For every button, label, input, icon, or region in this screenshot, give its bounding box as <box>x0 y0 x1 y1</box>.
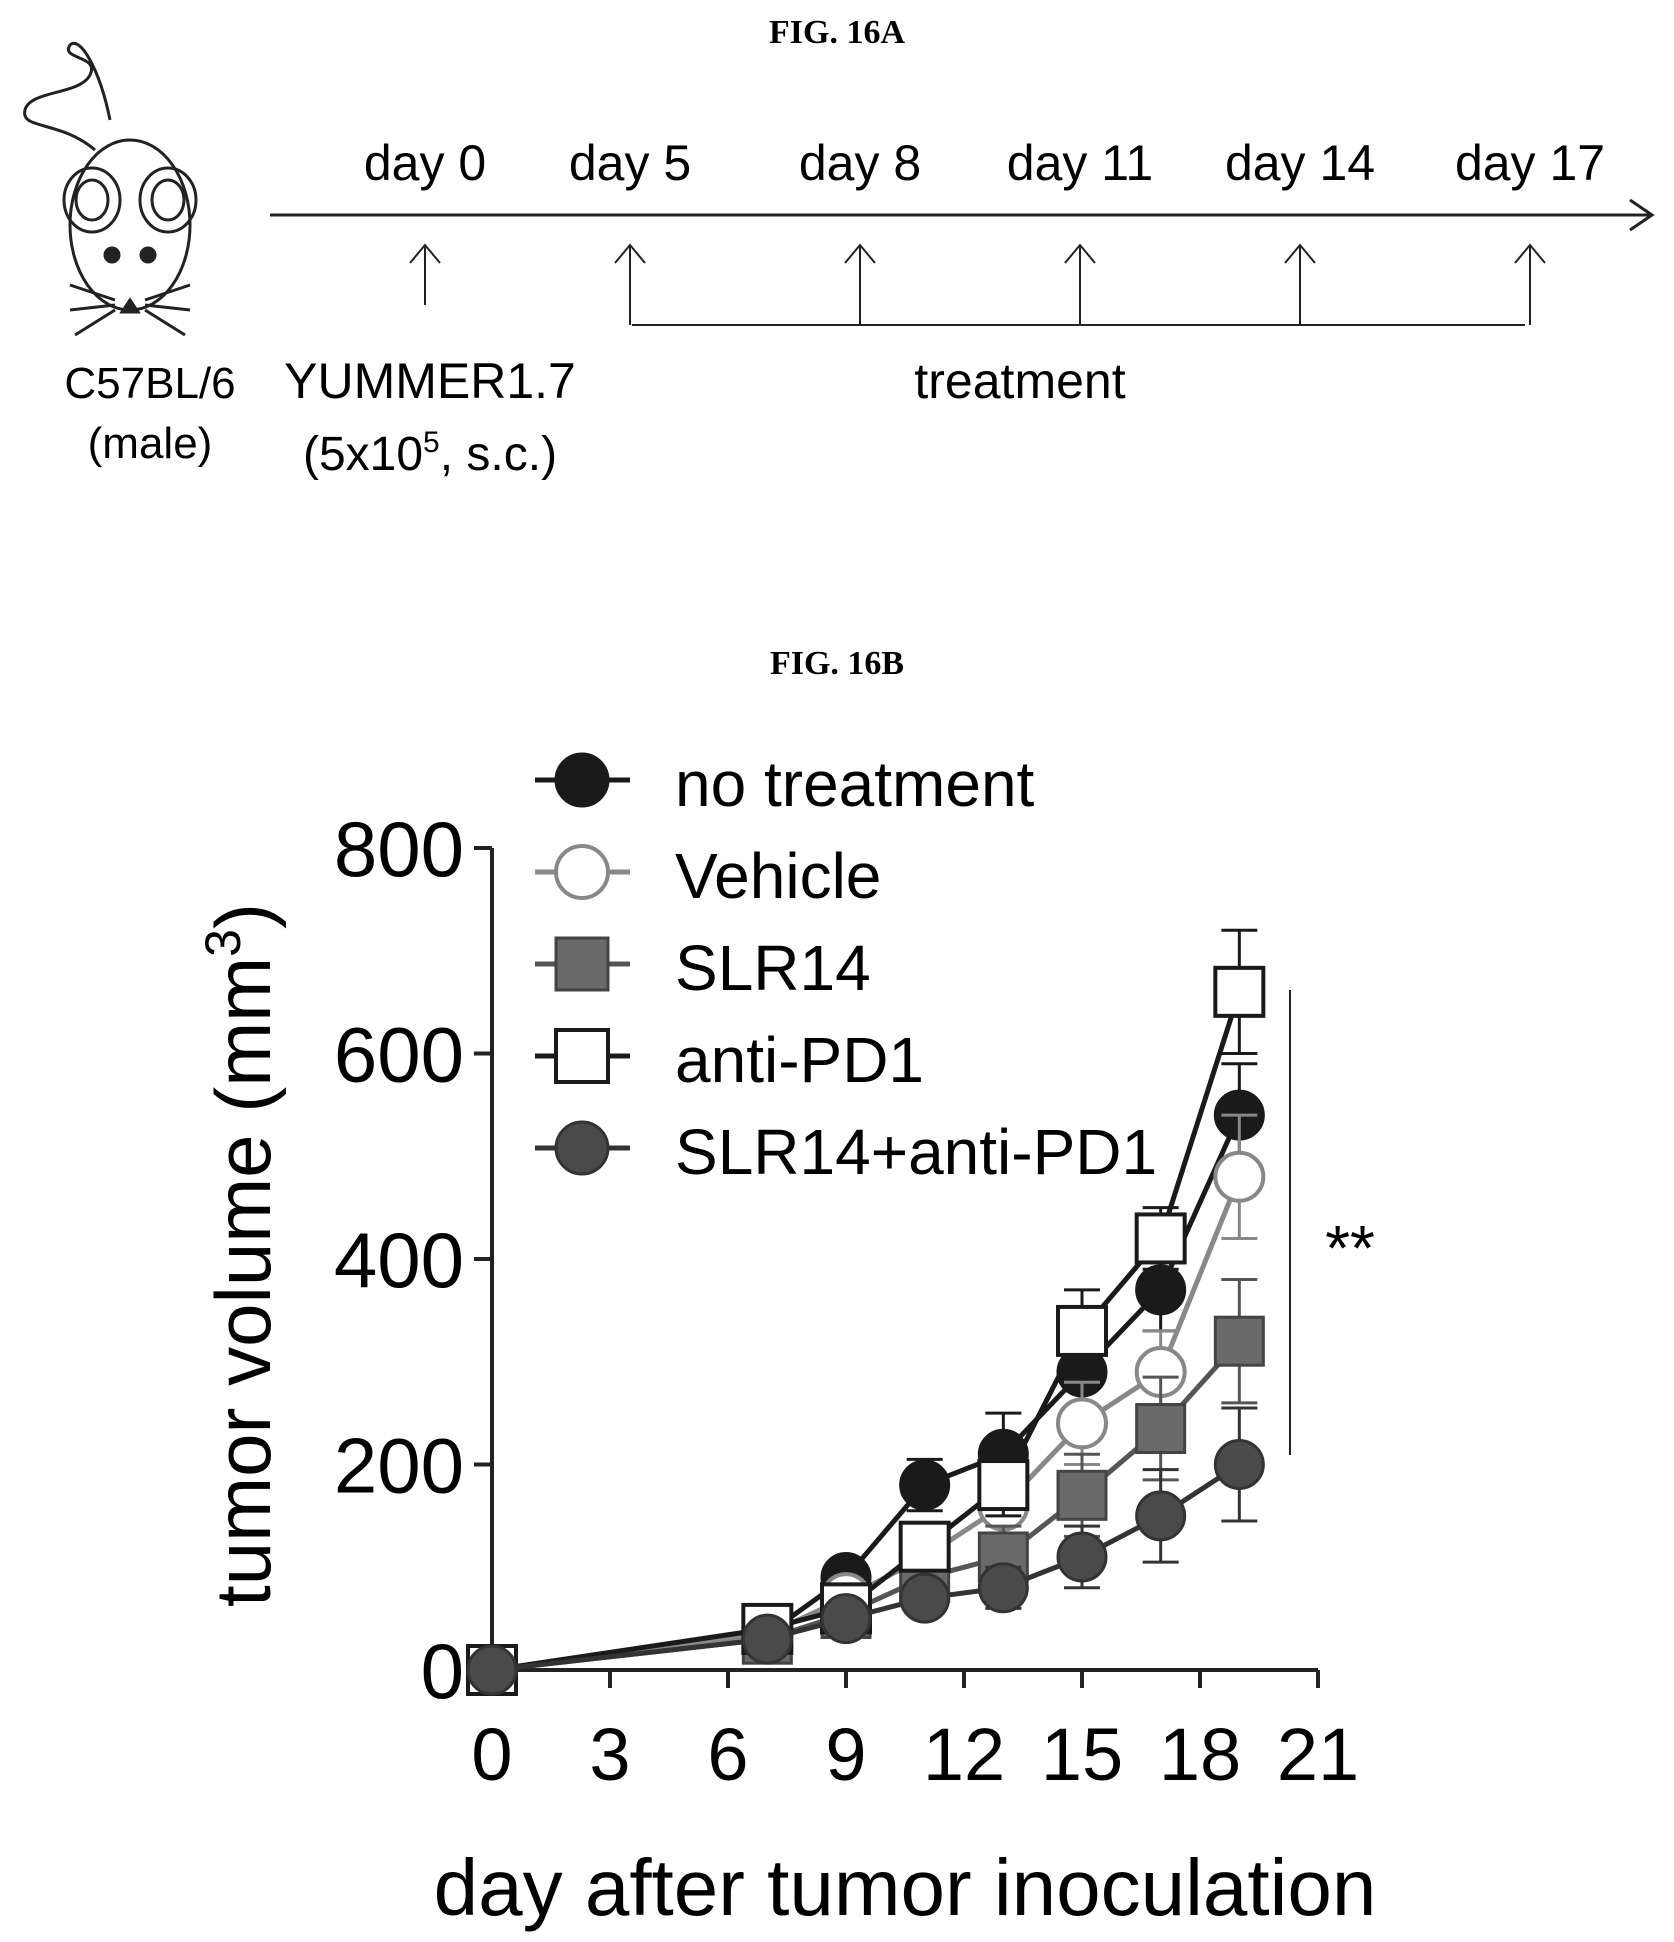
y-tick-label: 600 <box>334 1011 464 1099</box>
day-label: day 17 <box>1455 135 1605 191</box>
legend-label: Vehicle <box>675 840 881 912</box>
legend-label: SLR14 <box>675 932 871 1004</box>
y-tick-label: 200 <box>334 1422 464 1510</box>
data-point <box>1056 1531 1108 1583</box>
day-arrow-head <box>1284 243 1316 264</box>
data-point <box>1213 1439 1265 1490</box>
legend-marker <box>554 1120 610 1176</box>
treatment-label: treatment <box>914 353 1125 409</box>
data-point <box>466 1644 518 1696</box>
legend-item: Vehicle <box>535 840 881 912</box>
fig-b-title: FIG. 16B <box>769 645 905 682</box>
x-tick-label: 0 <box>471 1713 512 1796</box>
y-axis-label: tumor volume (mm3) <box>195 903 287 1607</box>
legend-item: no treatment <box>535 748 1035 820</box>
data-point <box>1056 1397 1108 1450</box>
y-tick-label: 800 <box>334 805 464 893</box>
legend-label: no treatment <box>675 748 1035 820</box>
day-label: day 5 <box>569 135 691 191</box>
day-arrow-head <box>1514 243 1546 264</box>
cell-dose-label: (5x105, s.c.) <box>303 426 557 481</box>
data-point <box>977 1562 1029 1614</box>
data-point <box>1213 1315 1265 1367</box>
legend-label: SLR14+anti-PD1 <box>675 1116 1157 1188</box>
legend-item: SLR14+anti-PD1 <box>535 1116 1157 1188</box>
x-tick-label: 21 <box>1277 1713 1359 1796</box>
data-point <box>1213 1150 1266 1203</box>
legend-item: SLR14 <box>535 932 871 1004</box>
data-point <box>1213 965 1266 1018</box>
legend-marker <box>554 752 610 808</box>
mouse-sex-label: (male) <box>88 419 213 468</box>
data-point <box>977 1459 1030 1512</box>
day-arrow-head <box>614 243 646 264</box>
significance-label: ** <box>1325 1212 1375 1284</box>
day-arrow-head <box>844 243 876 264</box>
data-point <box>1135 1264 1187 1316</box>
data-point <box>1056 1469 1108 1521</box>
legend-marker <box>554 936 610 992</box>
data-point <box>820 1593 872 1645</box>
data-point <box>1134 1212 1187 1265</box>
y-tick-label: 400 <box>334 1216 464 1304</box>
mouse-icon <box>23 41 198 337</box>
legend-marker <box>554 1028 610 1084</box>
day-arrow-head <box>1064 243 1096 264</box>
x-tick-label: 3 <box>589 1713 630 1796</box>
legend-label: anti-PD1 <box>675 1024 924 1096</box>
x-tick-label: 12 <box>923 1713 1005 1796</box>
day-label: day 0 <box>364 135 486 191</box>
day-arrow-head <box>409 243 441 264</box>
data-point <box>898 1520 951 1573</box>
data-point <box>1056 1304 1108 1357</box>
mouse-strain-label: C57BL/6 <box>64 359 235 408</box>
timeline-diagram: day 0 day 5 day 8 day 11 day 14 day 17 treatm… <box>23 41 1655 481</box>
y-tick-label: 0 <box>421 1627 464 1715</box>
day-label: day 11 <box>1007 135 1153 191</box>
x-axis-label: day after tumor inoculation <box>434 1843 1377 1932</box>
data-point <box>899 1572 951 1624</box>
timeline-arrowhead <box>1629 198 1655 232</box>
x-tick-label: 9 <box>825 1713 866 1796</box>
x-tick-label: 15 <box>1041 1713 1123 1796</box>
legend-item: anti-PD1 <box>535 1024 924 1096</box>
data-point <box>899 1459 951 1511</box>
x-tick-label: 6 <box>707 1713 748 1796</box>
x-tick-label: 18 <box>1159 1713 1241 1796</box>
series-4 <box>466 1406 1265 1696</box>
fig-a-title: FIG. 16A <box>769 14 905 51</box>
day-label: day 14 <box>1225 135 1375 191</box>
data-point <box>1135 1490 1187 1542</box>
day-label: day 8 <box>799 135 921 191</box>
cell-line-label: YUMMER1.7 <box>284 353 576 409</box>
data-point <box>741 1613 793 1665</box>
data-point <box>1135 1403 1187 1455</box>
legend-marker <box>554 844 610 900</box>
